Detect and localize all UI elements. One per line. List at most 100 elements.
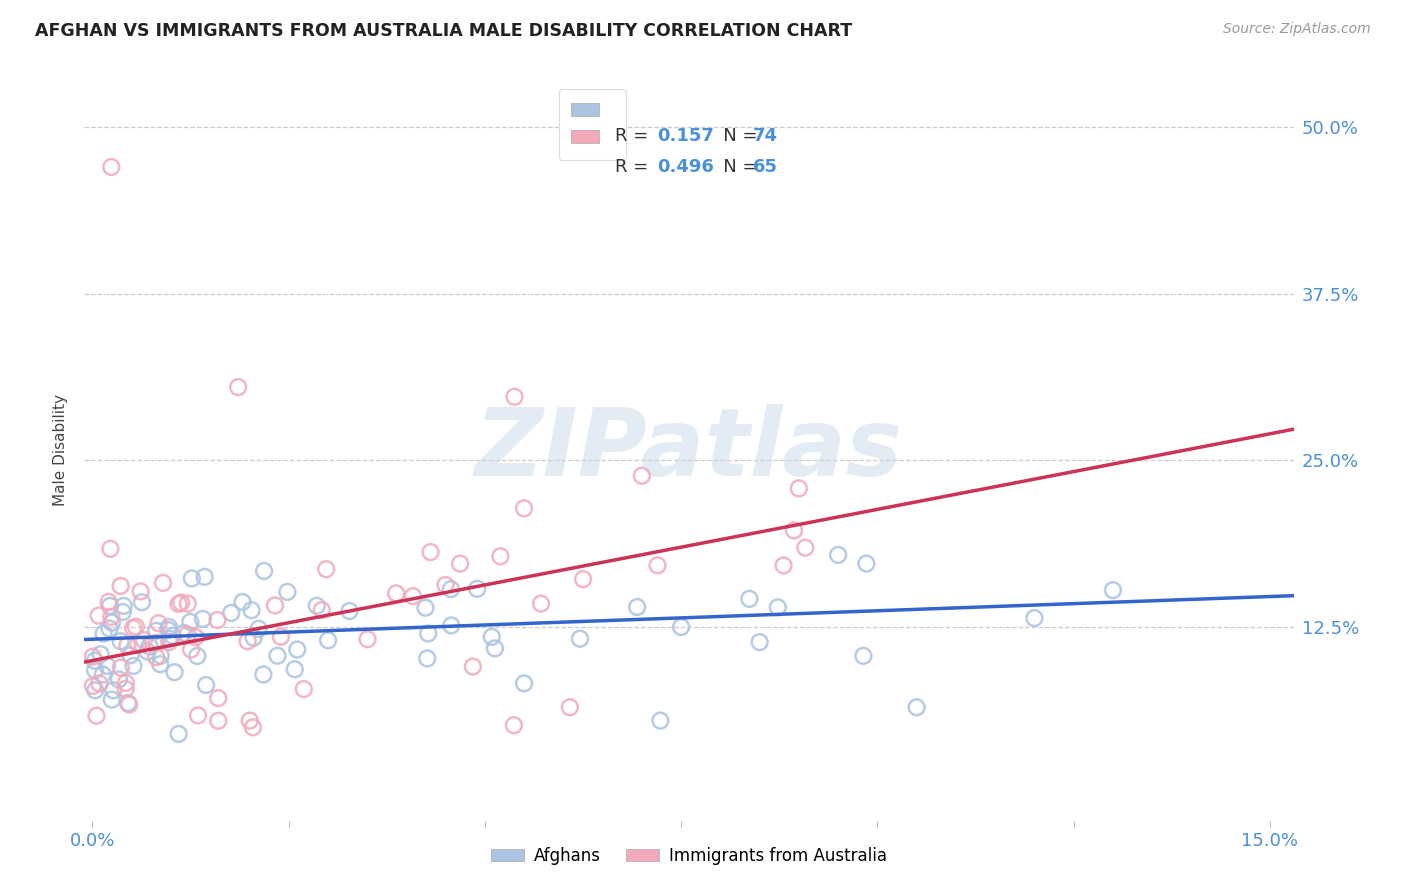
Point (129, 584, 152, 599)
Point (489, 549, 512, 564)
Point (145, 650, 167, 665)
Text: R =: R = (614, 127, 654, 145)
Point (83, 654, 105, 668)
Point (114, 681, 136, 696)
Point (461, 659, 484, 673)
Point (98, 622, 121, 636)
Point (276, 585, 298, 599)
Point (111, 605, 134, 619)
Text: ZIPatlas: ZIPatlas (475, 404, 903, 497)
Point (100, 541, 122, 556)
Point (247, 622, 270, 636)
Point (91, 667, 114, 681)
Point (630, 468, 652, 483)
Point (159, 632, 181, 646)
Point (569, 632, 592, 646)
Text: Source: ZipAtlas.com: Source: ZipAtlas.com (1223, 22, 1371, 37)
Text: AFGHAN VS IMMIGRANTS FROM AUSTRALIA MALE DISABILITY CORRELATION CHART: AFGHAN VS IMMIGRANTS FROM AUSTRALIA MALE… (35, 22, 852, 40)
Point (440, 618, 463, 632)
Point (530, 597, 553, 611)
Point (122, 621, 145, 635)
Point (434, 578, 457, 592)
Point (503, 390, 526, 404)
Point (339, 604, 361, 618)
Point (101, 615, 124, 630)
Point (136, 644, 159, 658)
Point (1024, 611, 1046, 625)
Point (97, 595, 120, 609)
Point (266, 648, 288, 663)
Point (264, 599, 287, 613)
Point (285, 642, 308, 657)
Point (177, 597, 200, 611)
Point (163, 665, 186, 680)
Point (191, 612, 214, 626)
Point (167, 597, 190, 611)
Point (465, 582, 488, 596)
Point (748, 635, 770, 649)
Point (440, 582, 463, 596)
Point (176, 627, 198, 641)
Point (127, 638, 149, 652)
Point (180, 571, 202, 585)
Point (129, 849, 152, 863)
Point (157, 620, 180, 634)
Point (100, 160, 122, 174)
Point (179, 615, 201, 629)
Point (152, 575, 174, 590)
Point (115, 676, 138, 690)
Point (647, 558, 669, 573)
Point (284, 662, 307, 676)
Point (173, 626, 195, 640)
Point (419, 545, 441, 559)
Point (385, 586, 408, 600)
Point (513, 676, 536, 690)
Point (207, 714, 229, 728)
Point (167, 727, 190, 741)
Point (356, 632, 378, 647)
Point (186, 648, 208, 663)
Point (145, 624, 167, 638)
Text: N =: N = (706, 127, 763, 145)
Point (108, 673, 131, 687)
Y-axis label: Male Disability: Male Disability (53, 394, 69, 507)
Point (89, 676, 111, 690)
Point (418, 626, 440, 640)
Point (231, 595, 253, 609)
Point (125, 620, 148, 634)
Point (783, 524, 806, 538)
Point (194, 570, 217, 584)
Point (292, 681, 315, 696)
Text: 0.157: 0.157 (657, 127, 714, 145)
Point (315, 562, 337, 576)
Point (145, 636, 167, 650)
Text: 74: 74 (752, 127, 778, 145)
Point (207, 691, 229, 706)
Point (738, 591, 761, 606)
Point (98, 599, 121, 613)
Point (118, 698, 141, 712)
Point (87, 608, 110, 623)
Point (270, 630, 292, 644)
Point (481, 630, 503, 644)
Point (242, 720, 264, 734)
Point (122, 659, 145, 673)
Point (103, 683, 125, 698)
Point (149, 657, 172, 672)
Point (650, 714, 672, 728)
Point (484, 641, 506, 656)
Point (157, 635, 180, 649)
Point (84, 663, 107, 677)
Point (120, 648, 142, 663)
Point (855, 557, 877, 571)
Point (305, 599, 328, 613)
Point (669, 620, 692, 634)
Point (240, 603, 263, 617)
Point (502, 718, 524, 732)
Legend: Afghans, Immigrants from Australia: Afghans, Immigrants from Australia (484, 840, 894, 871)
Point (157, 623, 180, 637)
Point (253, 564, 276, 578)
Point (787, 482, 810, 496)
Point (794, 541, 817, 555)
Point (117, 638, 139, 652)
